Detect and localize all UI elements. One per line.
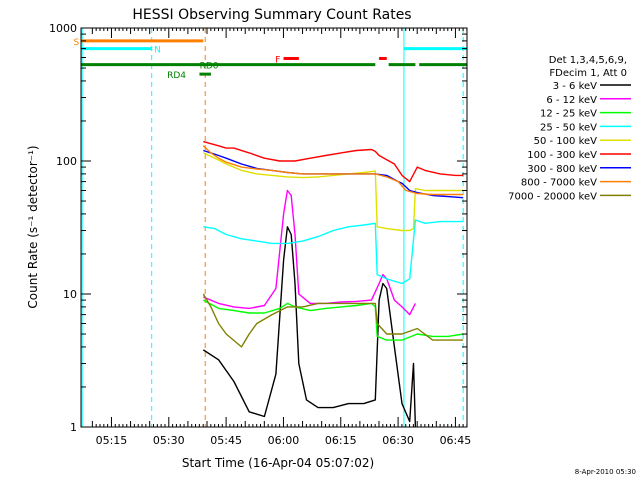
- series-12-25-kev: [202, 299, 464, 341]
- series-6-12-kev: [203, 189, 417, 316]
- legend-label-12-25-kev: 12 - 25 keV: [540, 109, 597, 120]
- legend-label-300-800-kev: 300 - 800 keV: [527, 164, 597, 175]
- flag-label-rd0: RD0: [200, 62, 219, 72]
- legend-header-line: Det 1,3,4,5,6,9,: [549, 55, 627, 66]
- series-800-7000-kev: [202, 145, 464, 196]
- legend-label-6-12-kev: 6 - 12 keV: [546, 95, 597, 106]
- series-7000-20000-kev: [202, 293, 464, 348]
- footer-timestamp: 8-Apr-2010 05:30: [575, 468, 636, 476]
- chart-title: HESSI Observing Summary Count Rates: [132, 7, 411, 23]
- legend-label-7000-20000-kev: 7000 - 20000 keV: [508, 191, 597, 202]
- legend-label-800-7000-kev: 800 - 7000 keV: [521, 178, 597, 189]
- legend-label-3-6-kev: 3 - 6 keV: [553, 81, 597, 92]
- y-tick-label: 1000: [49, 22, 77, 35]
- y-tick-label: 100: [56, 155, 77, 168]
- y-tick-label: 1: [70, 421, 77, 434]
- series-100-300-kev: [203, 140, 464, 183]
- series-3-6-kev: [202, 226, 417, 428]
- y-tick-label: 10: [63, 288, 77, 301]
- x-tick-label: 06:45: [440, 434, 472, 447]
- legend-header-line: FDecim 1, Att 0: [549, 68, 627, 79]
- flag-label-f: F: [275, 55, 280, 65]
- x-axis-label: Start Time (16-Apr-04 05:07:02): [182, 456, 374, 470]
- plot-area: S N RD0 RD4 F: [74, 28, 467, 428]
- plot-frame: [80, 27, 468, 428]
- series-25-50-kev: [203, 219, 464, 285]
- x-tick-label: 05:30: [153, 434, 185, 447]
- flag-label-rd4: RD4: [167, 71, 186, 81]
- flag-label-s: S: [74, 38, 80, 48]
- flag-label-n: N: [154, 46, 161, 56]
- series-50-100-kev: [203, 152, 464, 232]
- x-tick-label: 06:30: [382, 434, 414, 447]
- legend-label-100-300-kev: 100 - 300 keV: [527, 150, 597, 161]
- legend: Det 1,3,4,5,6,9, FDecim 1, Att 0 3 - 6 keV…: [508, 55, 631, 202]
- legend-label-25-50-kev: 25 - 50 keV: [540, 122, 597, 133]
- y-axis-label: Count Rate (s⁻¹ detector⁻¹): [26, 145, 40, 308]
- legend-label-50-100-kev: 50 - 100 keV: [534, 136, 598, 147]
- x-tick-label: 05:45: [210, 434, 242, 447]
- y-axis: 1 10 100 1000: [49, 22, 467, 434]
- x-tick-label: 06:15: [325, 434, 357, 447]
- x-axis: 05:15 05:30 05:45 06:00 06:15 06:30 06:45: [91, 28, 472, 447]
- x-tick-label: 05:15: [96, 434, 128, 447]
- x-tick-label: 06:00: [268, 434, 300, 447]
